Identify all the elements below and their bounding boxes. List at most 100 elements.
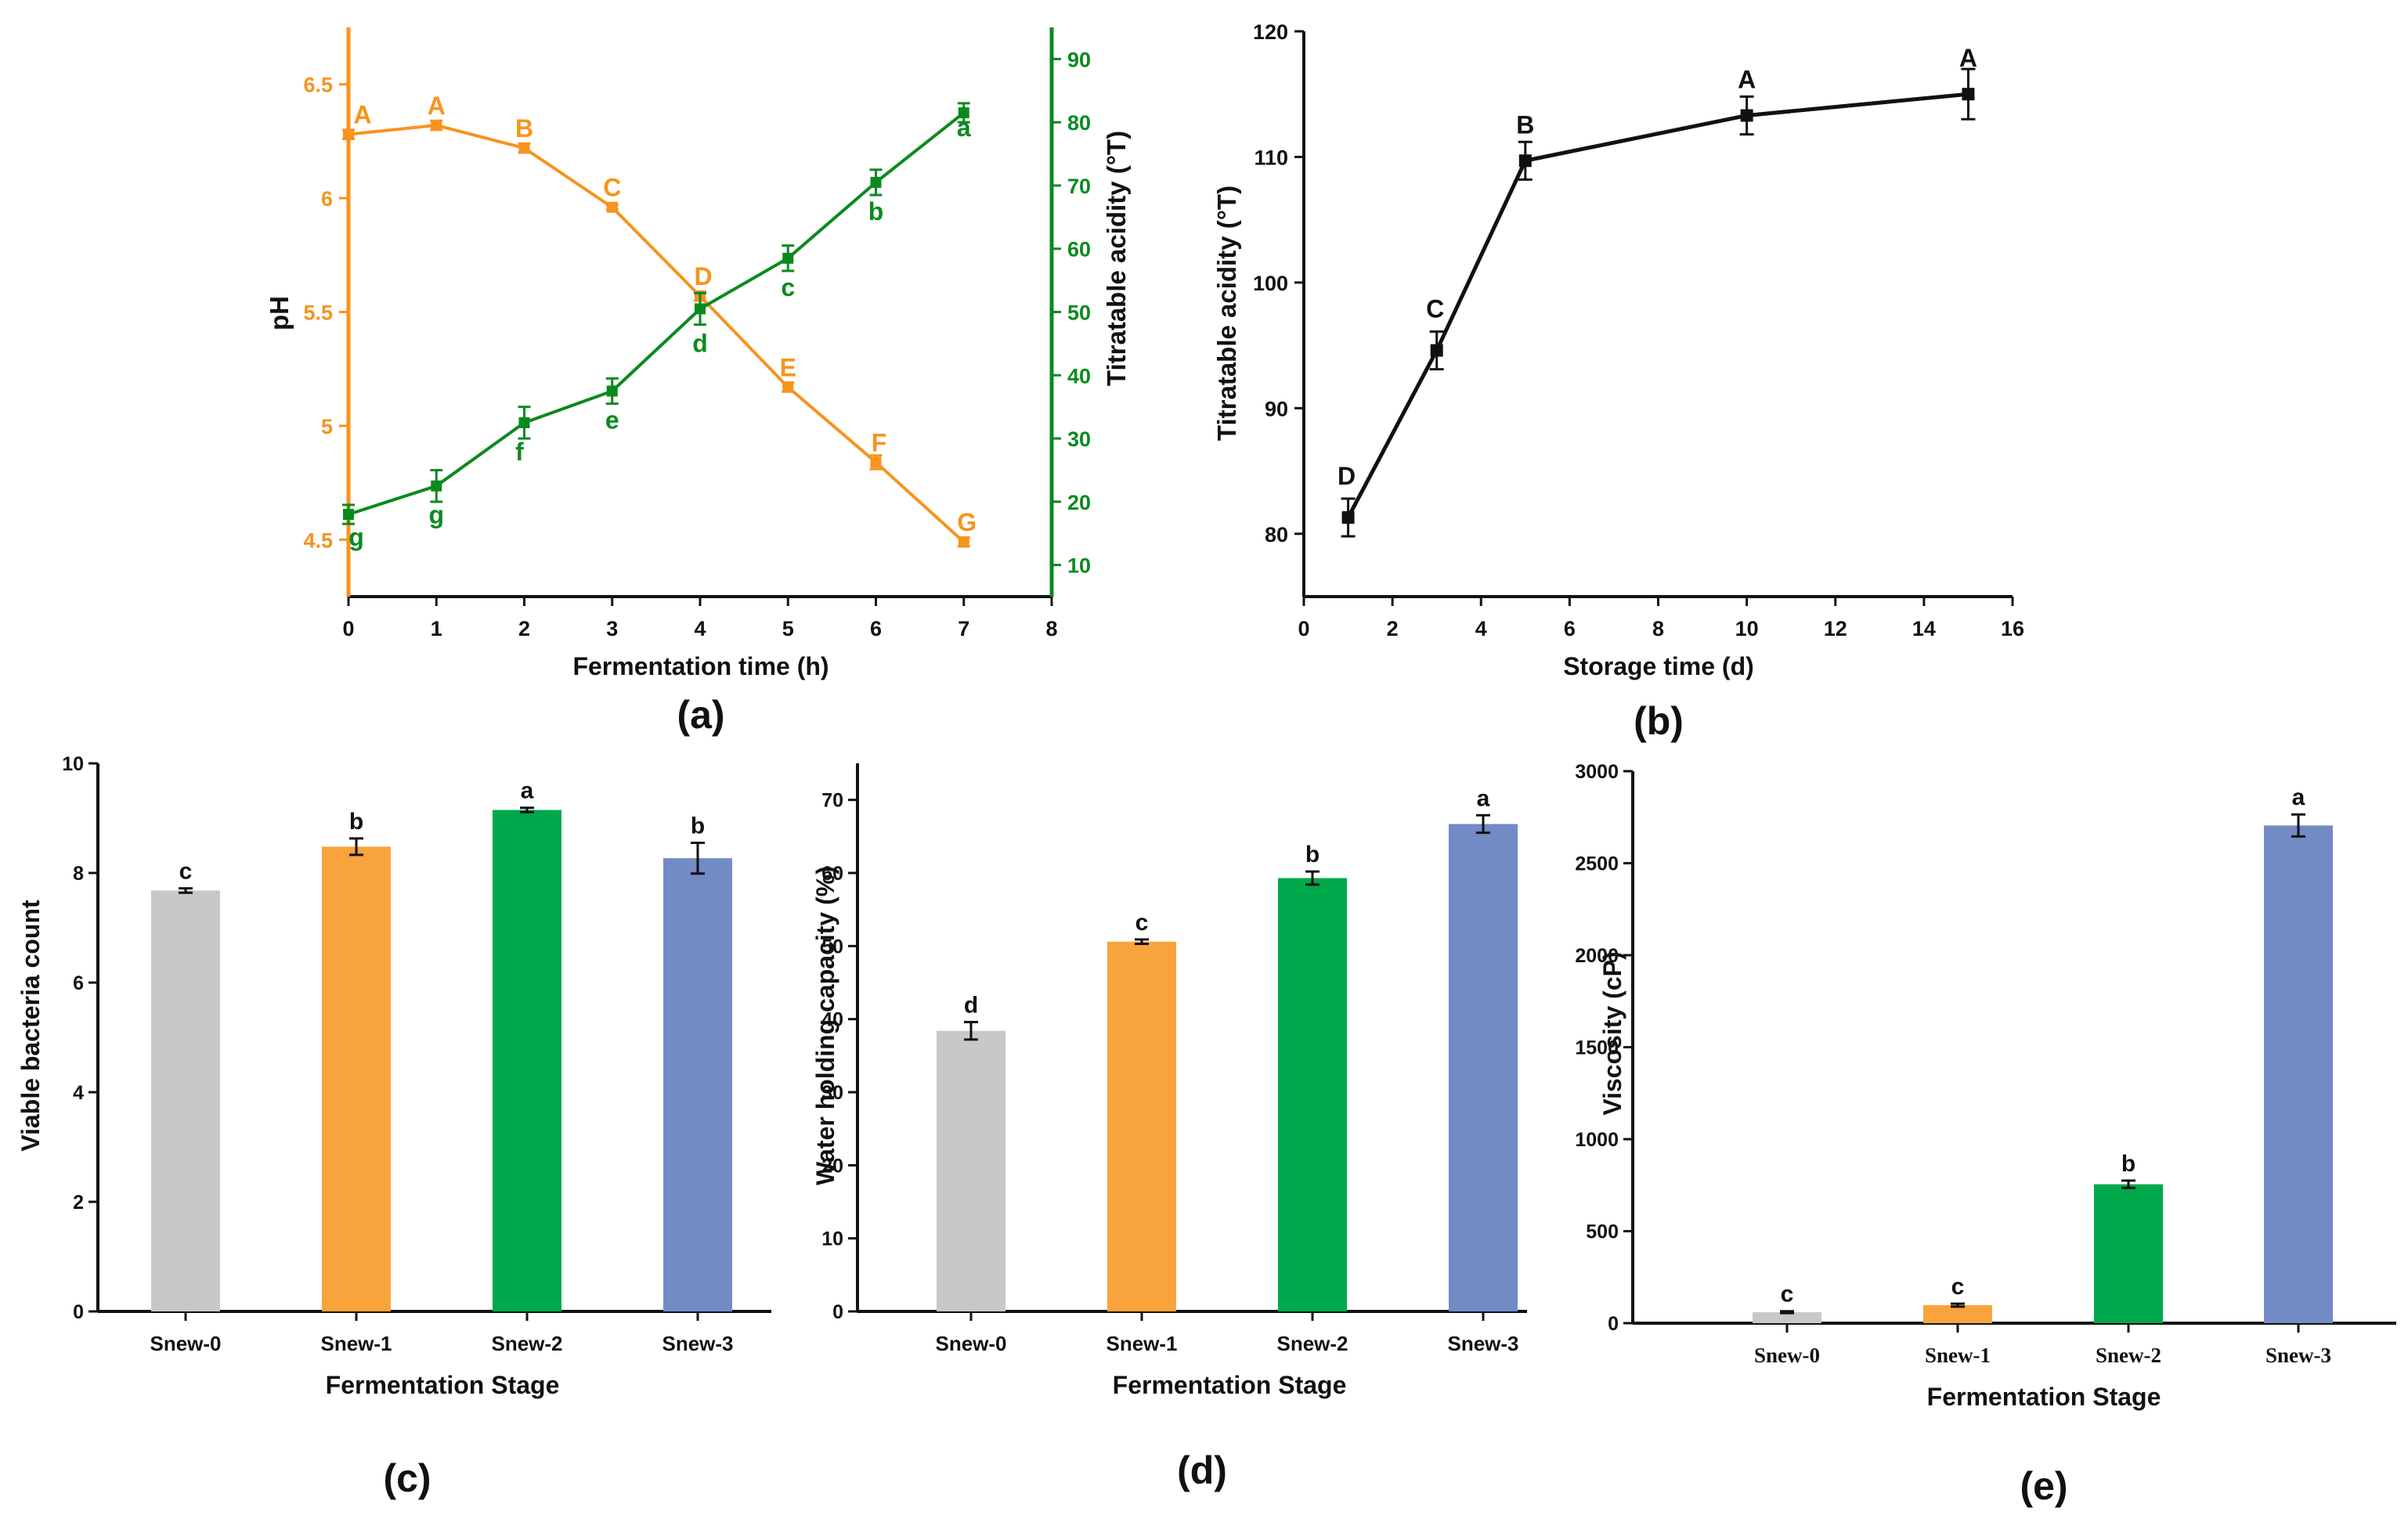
- b-series-point: [1341, 510, 1355, 524]
- b-series-letter: D: [1338, 462, 1356, 490]
- a-series-left-letter: E: [780, 353, 796, 381]
- a-y2-axis-label: Titratable acidity (°T): [1102, 131, 1131, 386]
- a-y-tick-label: 6: [321, 187, 333, 211]
- a-y-axis-label: pH: [265, 296, 294, 330]
- e-x-tick-label: Snew-1: [1925, 1344, 1991, 1367]
- a-x-tick-label: 7: [958, 617, 969, 640]
- c-x-tick-label: Snew-2: [491, 1332, 562, 1355]
- d-bar: [1449, 824, 1518, 1311]
- d-y-tick-label: 50: [821, 936, 843, 958]
- a-y2-tick-label: 70: [1067, 175, 1091, 198]
- c-bar-letter: b: [349, 809, 363, 835]
- d-y-tick-label: 70: [821, 790, 843, 812]
- b-y-tick-label: 120: [1253, 20, 1288, 44]
- a-series-left-line: [348, 124, 966, 543]
- a-x-tick-label: 2: [518, 617, 530, 640]
- b-x-tick-label: 4: [1475, 617, 1487, 640]
- a-series-left-point: [870, 456, 882, 468]
- b-x-tick-label: 16: [2001, 617, 2024, 640]
- e-bar: [2264, 825, 2333, 1323]
- a-y2-tick-label: 30: [1067, 427, 1091, 451]
- a-y-tick-label: 5: [321, 415, 333, 438]
- c-y-tick-label: 10: [62, 753, 84, 775]
- c-bar: [151, 890, 220, 1311]
- a-series-right-point: [343, 508, 354, 520]
- b-x-tick-label: 6: [1564, 617, 1576, 640]
- d-bar: [1107, 941, 1176, 1311]
- a-x-tick-label: 1: [431, 617, 442, 640]
- d-x-axis-label: Fermentation Stage: [1113, 1371, 1347, 1399]
- a-series-right-letter: g: [428, 501, 444, 529]
- d-bar: [1278, 878, 1347, 1311]
- e-y-tick-label: 1500: [1575, 1037, 1619, 1059]
- a-panel-label: (a): [677, 693, 724, 737]
- e-y-tick-label: 2500: [1575, 853, 1619, 875]
- a-series-right-letter: b: [868, 197, 884, 225]
- d-y-tick-label: 40: [821, 1009, 843, 1031]
- a-series-left-letter: G: [957, 508, 977, 536]
- e-x-tick-label: Snew-3: [2265, 1344, 2331, 1367]
- c-bar: [663, 858, 732, 1311]
- d-panel-label: (d): [1177, 1448, 1227, 1492]
- d-x-tick-label: Snew-1: [1106, 1332, 1177, 1355]
- c-x-tick-label: Snew-1: [320, 1332, 392, 1355]
- a-y2-tick-label: 50: [1067, 301, 1091, 325]
- a-series-right-point: [958, 107, 969, 119]
- e-y-tick-label: 2000: [1575, 945, 1619, 967]
- d-bar: [937, 1030, 1005, 1311]
- a-y2-tick-label: 40: [1067, 364, 1091, 388]
- a-x-tick-label: 6: [870, 617, 882, 640]
- a-series-right-point: [782, 252, 794, 264]
- d-y-tick-label: 20: [821, 1155, 843, 1177]
- e-y-tick-label: 0: [1608, 1313, 1619, 1335]
- a-series-right-point: [695, 303, 706, 315]
- b-series-point: [1740, 109, 1753, 122]
- b-x-tick-label: 2: [1387, 617, 1399, 640]
- a-series-right-point: [431, 480, 442, 492]
- e-bar-letter: c: [1951, 1274, 1965, 1300]
- a-y2-tick-label: 90: [1067, 48, 1091, 71]
- c-bar: [493, 810, 561, 1311]
- c-bar-letter: c: [179, 859, 193, 885]
- a-series-right-letter: f: [515, 438, 524, 466]
- b-series-point: [1518, 154, 1532, 168]
- a-x-tick-label: 3: [606, 617, 618, 640]
- b-x-tick-label: 10: [1735, 617, 1759, 640]
- b-panel-label: (b): [1634, 699, 1684, 743]
- e-bar: [2094, 1184, 2163, 1323]
- d-x-tick-label: Snew-0: [935, 1332, 1006, 1355]
- d-bar-letter: b: [1305, 842, 1320, 867]
- d-bar-letter: a: [1477, 785, 1490, 811]
- a-series-right-letter: e: [605, 406, 619, 434]
- b-y-tick-label: 90: [1265, 397, 1288, 420]
- a-series-left-point: [606, 201, 618, 213]
- e-y-tick-label: 3000: [1575, 761, 1619, 783]
- a-series-right-letter: c: [781, 273, 795, 301]
- c-y-axis-label: Viable bacteria count: [16, 900, 45, 1152]
- a-series-right-point: [606, 385, 618, 397]
- e-y-tick-label: 1000: [1575, 1129, 1619, 1151]
- b-y-tick-label: 110: [1254, 146, 1288, 169]
- a-y2-tick-label: 20: [1067, 491, 1091, 514]
- d-y-tick-label: 30: [821, 1082, 843, 1104]
- a-series-right-line: [348, 111, 965, 516]
- e-bar-letter: b: [2121, 1151, 2135, 1177]
- a-series-left-letter: D: [694, 262, 712, 290]
- a-series-right-letter: a: [957, 114, 971, 142]
- a-x-axis-label: Fermentation time (h): [572, 652, 829, 680]
- a-y-tick-label: 6.5: [303, 74, 333, 97]
- b-x-axis-label: Storage time (d): [1563, 652, 1754, 680]
- b-x-tick-label: 8: [1652, 617, 1664, 640]
- c-bar-letter: b: [691, 813, 705, 839]
- b-series-point: [1430, 344, 1443, 357]
- a-series-left-letter: A: [428, 92, 446, 120]
- a-series-right-point: [518, 417, 530, 428]
- c-y-tick-label: 6: [73, 972, 84, 994]
- c-y-tick-label: 8: [73, 863, 84, 885]
- a-series-right-point: [870, 176, 882, 188]
- d-bar-letter: c: [1135, 910, 1149, 936]
- a-x-tick-label: 8: [1045, 617, 1057, 640]
- d-x-tick-label: Snew-3: [1447, 1332, 1518, 1355]
- b-series-point: [1962, 88, 1975, 101]
